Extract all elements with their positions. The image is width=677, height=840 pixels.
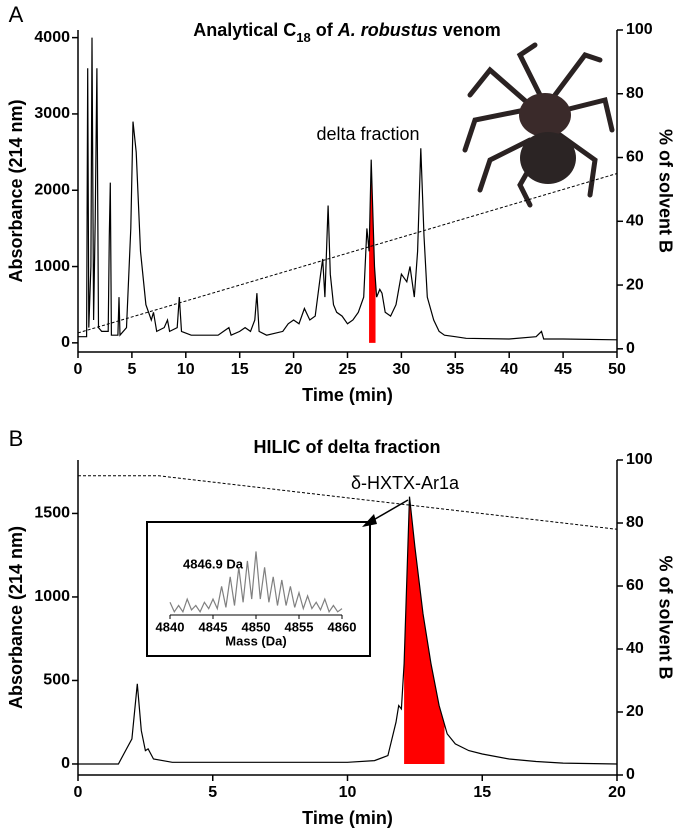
- title-part: Analytical C: [193, 20, 296, 40]
- chart-title: HILIC of delta fraction: [253, 437, 440, 457]
- arrow-head: [362, 514, 377, 527]
- x-axis-label: Time (min): [302, 808, 393, 828]
- solvent-gradient-line: [77, 173, 618, 334]
- y2-tick-label: 80: [626, 85, 644, 102]
- y2-tick-label: 60: [626, 149, 644, 166]
- y-tick-label: 1000: [34, 588, 70, 605]
- title-part: A. robustus: [337, 20, 438, 40]
- x-tick-label: 45: [554, 361, 572, 378]
- spider-cephalothorax: [519, 93, 571, 137]
- y2-tick-label: 0: [626, 340, 635, 357]
- y-tick-label: 3000: [34, 105, 70, 122]
- x-axis-label: Mass (Da): [225, 633, 286, 648]
- title-part: 18: [296, 30, 310, 45]
- x-tick-label: 30: [393, 361, 411, 378]
- chart-title: Analytical C18 of A. robustus venom: [193, 20, 501, 45]
- highlight-fraction: [404, 496, 445, 764]
- x-tick-label: 20: [608, 784, 626, 801]
- title-part: venom: [438, 20, 501, 40]
- y-tick-label: 0: [61, 755, 70, 772]
- x-tick-label: 35: [446, 361, 464, 378]
- y-tick-label: 0: [61, 334, 70, 351]
- x-tick-label: 5: [127, 361, 136, 378]
- y2-tick-label: 80: [626, 514, 644, 531]
- y-axis-label: Absorbance (214 nm): [6, 99, 26, 282]
- y2-tick-label: 20: [626, 703, 644, 720]
- y2-tick-label: 100: [626, 451, 653, 468]
- y-axis-label: Absorbance (214 nm): [6, 526, 26, 709]
- x-tick-label: 0: [74, 361, 83, 378]
- x-tick-label: 0: [74, 784, 83, 801]
- panel-label: A: [9, 2, 24, 27]
- trace-line: [78, 496, 618, 765]
- inset-box: [146, 521, 371, 657]
- x-tick-label: 4840: [156, 619, 185, 634]
- title-part: HILIC of delta fraction: [253, 437, 440, 457]
- trace-line: [78, 37, 618, 341]
- x-tick-label: 50: [608, 361, 626, 378]
- y-tick-label: 2000: [34, 181, 70, 198]
- y-tick-label: 1500: [34, 505, 70, 522]
- y2-axis-label: % of solvent B: [655, 129, 675, 253]
- x-tick-label: 40: [500, 361, 518, 378]
- x-tick-label: 4855: [285, 619, 314, 634]
- title-part: of: [311, 20, 338, 40]
- y2-tick-label: 0: [626, 766, 635, 783]
- x-tick-label: 10: [339, 784, 357, 801]
- trace-line: [169, 551, 343, 614]
- y2-tick-label: 40: [626, 213, 644, 230]
- x-tick-label: 20: [285, 361, 303, 378]
- solvent-gradient-line: [78, 475, 618, 530]
- x-tick-label: 5: [208, 784, 217, 801]
- x-tick-label: 4845: [199, 619, 228, 634]
- spider-abdomen: [520, 132, 576, 184]
- y-tick-label: 500: [43, 672, 70, 689]
- x-tick-label: 15: [473, 784, 491, 801]
- y2-tick-label: 40: [626, 640, 644, 657]
- y2-axis-label: % of solvent B: [655, 555, 675, 679]
- y2-tick-label: 100: [626, 21, 653, 38]
- annotation: δ-HXTX-Ar1a: [351, 473, 460, 493]
- x-tick-label: 4860: [328, 619, 357, 634]
- panel-label: B: [9, 426, 24, 451]
- x-tick-label: 4850: [242, 619, 271, 634]
- x-tick-label: 25: [339, 361, 357, 378]
- y2-tick-label: 20: [626, 276, 644, 293]
- annotation: 4846.9 Da: [183, 556, 244, 571]
- x-axis-label: Time (min): [302, 385, 393, 405]
- x-tick-label: 10: [177, 361, 195, 378]
- annotation: delta fraction: [316, 124, 419, 144]
- annotation-leader: [369, 499, 409, 523]
- x-tick-label: 15: [231, 361, 249, 378]
- y-tick-label: 1000: [34, 258, 70, 275]
- y2-tick-label: 60: [626, 577, 644, 594]
- y-tick-label: 4000: [34, 29, 70, 46]
